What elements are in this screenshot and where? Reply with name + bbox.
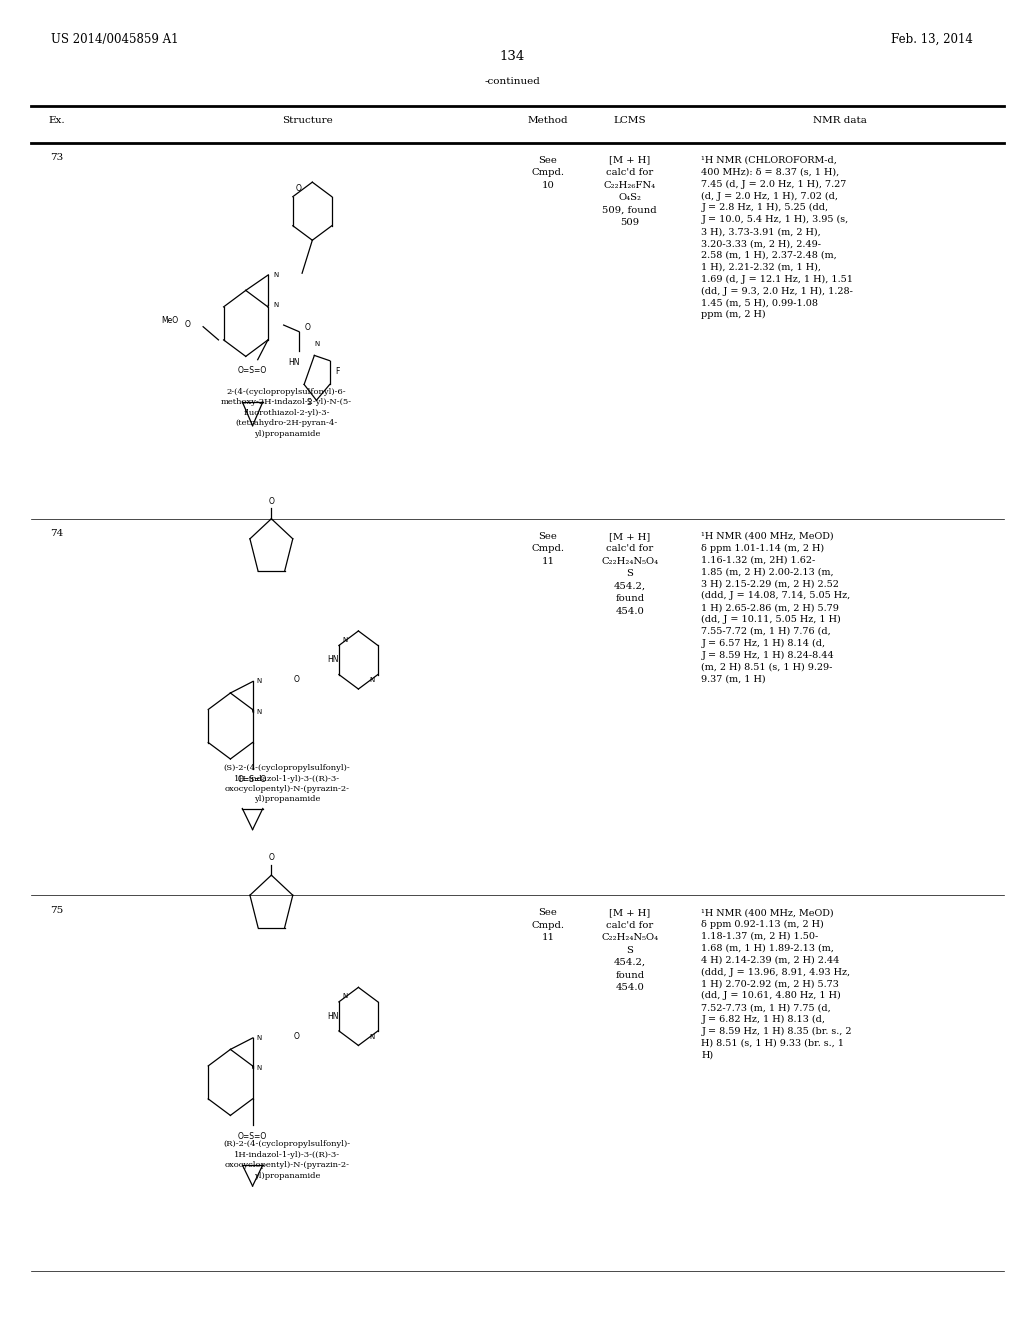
Text: NMR data: NMR data	[813, 116, 866, 125]
Text: N: N	[273, 272, 279, 279]
Text: O: O	[268, 853, 274, 862]
Text: N: N	[256, 1035, 261, 1041]
Text: N: N	[256, 1065, 261, 1072]
Text: Structure: Structure	[282, 116, 333, 125]
Text: N: N	[370, 677, 375, 684]
Text: O: O	[268, 496, 274, 506]
Text: HN: HN	[288, 358, 300, 367]
Text: O: O	[294, 1032, 300, 1040]
Text: HN: HN	[327, 1012, 339, 1020]
Text: N: N	[370, 1034, 375, 1040]
Text: N: N	[314, 342, 321, 347]
Text: O=S=O: O=S=O	[238, 367, 267, 375]
Text: (R)-2-(4-(cyclopropylsulfonyl)-
1H-indazol-1-yl)-3-((R)-3-
oxocyclopentyl)-N-(py: (R)-2-(4-(cyclopropylsulfonyl)- 1H-indaz…	[223, 1140, 350, 1180]
Text: ¹H NMR (CHLOROFORM-d,
400 MHz): δ = 8.37 (s, 1 H),
7.45 (d, J = 2.0 Hz, 1 H), 7.: ¹H NMR (CHLOROFORM-d, 400 MHz): δ = 8.37…	[701, 156, 853, 319]
Text: (S)-2-(4-(cyclopropylsulfonyl)-
1H-indazol-1-yl)-3-((R)-3-
oxocyclopentyl)-N-(py: (S)-2-(4-(cyclopropylsulfonyl)- 1H-indaz…	[223, 764, 350, 804]
Text: O: O	[294, 676, 300, 684]
Text: HN: HN	[327, 656, 339, 664]
Text: 75: 75	[50, 906, 62, 915]
Text: See
Cmpd.
11: See Cmpd. 11	[531, 908, 564, 942]
Text: Feb. 13, 2014: Feb. 13, 2014	[891, 33, 973, 46]
Text: 134: 134	[500, 50, 524, 63]
Text: O: O	[296, 183, 302, 193]
Text: [M + H]
calc'd for
C₂₂H₂₄N₅O₄
S
454.2,
found
454.0: [M + H] calc'd for C₂₂H₂₄N₅O₄ S 454.2, f…	[601, 532, 658, 616]
Text: See
Cmpd.
11: See Cmpd. 11	[531, 532, 564, 566]
Bar	[195, 927, 379, 1134]
Text: S: S	[307, 397, 311, 407]
Text: US 2014/0045859 A1: US 2014/0045859 A1	[51, 33, 179, 46]
Bar	[195, 550, 379, 758]
Text: N: N	[256, 678, 261, 685]
Text: N: N	[342, 636, 347, 643]
Text: N: N	[342, 993, 347, 999]
Text: [M + H]
calc'd for
C₂₂H₂₆FN₄
O₄S₂
509, found
509: [M + H] calc'd for C₂₂H₂₆FN₄ O₄S₂ 509, f…	[602, 156, 657, 227]
Text: LCMS: LCMS	[613, 116, 646, 125]
Text: F: F	[335, 367, 339, 376]
Text: O: O	[185, 319, 190, 329]
Text: See
Cmpd.
10: See Cmpd. 10	[531, 156, 564, 190]
Text: O=S=O: O=S=O	[238, 1133, 267, 1140]
Text: Method: Method	[527, 116, 568, 125]
Text: [M + H]
calc'd for
C₂₂H₂₄N₅O₄
S
454.2,
found
454.0: [M + H] calc'd for C₂₂H₂₄N₅O₄ S 454.2, f…	[601, 908, 658, 993]
Text: 73: 73	[50, 153, 62, 162]
Text: 2-(4-(cyclopropylsulfonyl)-6-
methoxy-2H-indazol-2-yl)-N-(5-
fluorothiazol-2-yl): 2-(4-(cyclopropylsulfonyl)-6- methoxy-2H…	[221, 388, 352, 437]
Text: N: N	[273, 302, 279, 309]
Text: Ex.: Ex.	[48, 116, 65, 125]
Text: O: O	[304, 323, 310, 333]
Text: ¹H NMR (400 MHz, MeOD)
δ ppm 1.01-1.14 (m, 2 H)
1.16-1.32 (m, 2H) 1.62-
1.85 (m,: ¹H NMR (400 MHz, MeOD) δ ppm 1.01-1.14 (…	[701, 532, 851, 684]
Text: MeO: MeO	[162, 315, 178, 325]
Bar	[195, 174, 379, 381]
Text: O=S=O: O=S=O	[238, 776, 267, 784]
Text: -continued: -continued	[484, 77, 540, 86]
Text: ¹H NMR (400 MHz, MeOD)
δ ppm 0.92-1.13 (m, 2 H)
1.18-1.37 (m, 2 H) 1.50-
1.68 (m: ¹H NMR (400 MHz, MeOD) δ ppm 0.92-1.13 (…	[701, 908, 852, 1060]
Text: N: N	[256, 709, 261, 715]
Text: 74: 74	[50, 529, 62, 539]
